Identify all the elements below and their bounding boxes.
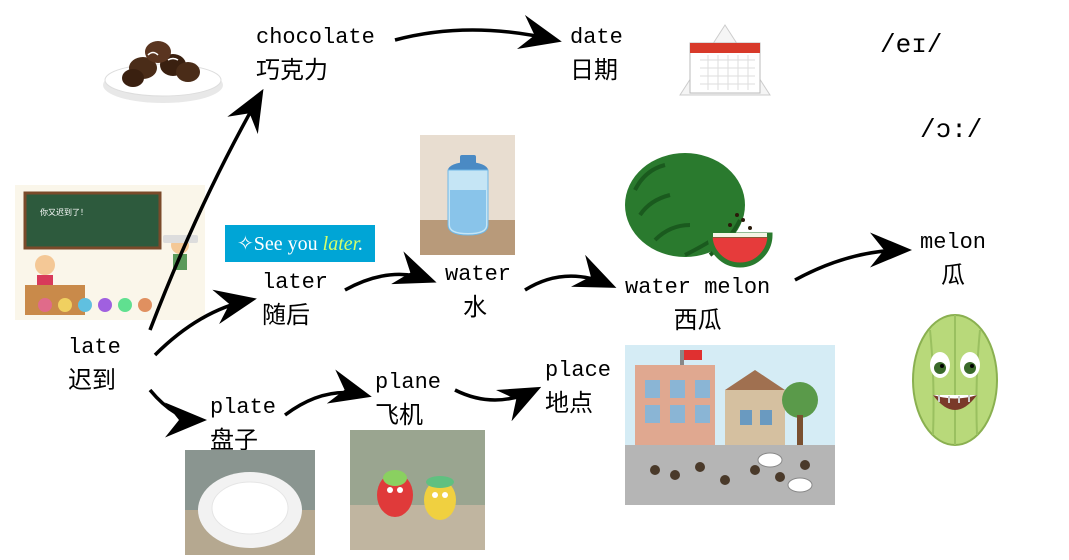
watermelon-zh: 西瓜 (674, 300, 722, 336)
plate-image (185, 450, 315, 555)
later-en: later (262, 270, 328, 295)
melon-zh: 瓜 (941, 255, 965, 291)
place-image (625, 345, 835, 505)
node-place: place 地点 (545, 358, 611, 419)
plane-zh: 飞机 (375, 395, 423, 431)
date-en: date (570, 25, 623, 50)
watermelon-image (615, 140, 775, 270)
phonetic-ei: /eɪ/ (880, 30, 942, 60)
place-en: place (545, 358, 611, 383)
node-chocolate: chocolate 巧克力 (256, 25, 375, 86)
node-plate: plate 盘子 (210, 395, 276, 456)
plate-en: plate (210, 395, 276, 420)
banner-prefix: ✧See you (237, 233, 323, 255)
node-later: later 随后 (262, 270, 328, 331)
date-zh: 日期 (570, 50, 618, 86)
node-watermelon: water melon 西瓜 (625, 275, 770, 336)
banner-italic: later (323, 233, 359, 255)
water-jug-image (420, 135, 515, 255)
late-zh: 迟到 (68, 360, 116, 396)
calendar-image (660, 5, 790, 105)
node-plane: plane 飞机 (375, 370, 441, 431)
classroom-image: 你又迟到了！ (15, 185, 205, 320)
plane-image (350, 430, 485, 550)
node-date: date 日期 (570, 25, 623, 86)
water-en: water (445, 262, 511, 287)
water-zh: 水 (463, 287, 487, 323)
node-melon: melon 瓜 (920, 230, 986, 291)
chocolate-zh: 巧克力 (256, 50, 328, 86)
melon-en: melon (920, 230, 986, 255)
svg-text:你又迟到了！: 你又迟到了！ (40, 207, 88, 218)
phonetic-oo: /ɔ:/ (920, 115, 982, 145)
watermelon-en: water melon (625, 275, 770, 300)
node-water: water 水 (445, 262, 511, 323)
chocolate-image (98, 10, 228, 105)
place-zh: 地点 (545, 383, 593, 419)
see-you-later-banner: ✧See you later. (225, 225, 375, 262)
banner-suffix: . (358, 233, 363, 255)
late-en: late (68, 335, 121, 360)
melon-image (895, 290, 1015, 455)
later-zh: 随后 (262, 295, 310, 331)
node-late: late 迟到 (68, 335, 121, 396)
plane-en: plane (375, 370, 441, 395)
chocolate-en: chocolate (256, 25, 375, 50)
